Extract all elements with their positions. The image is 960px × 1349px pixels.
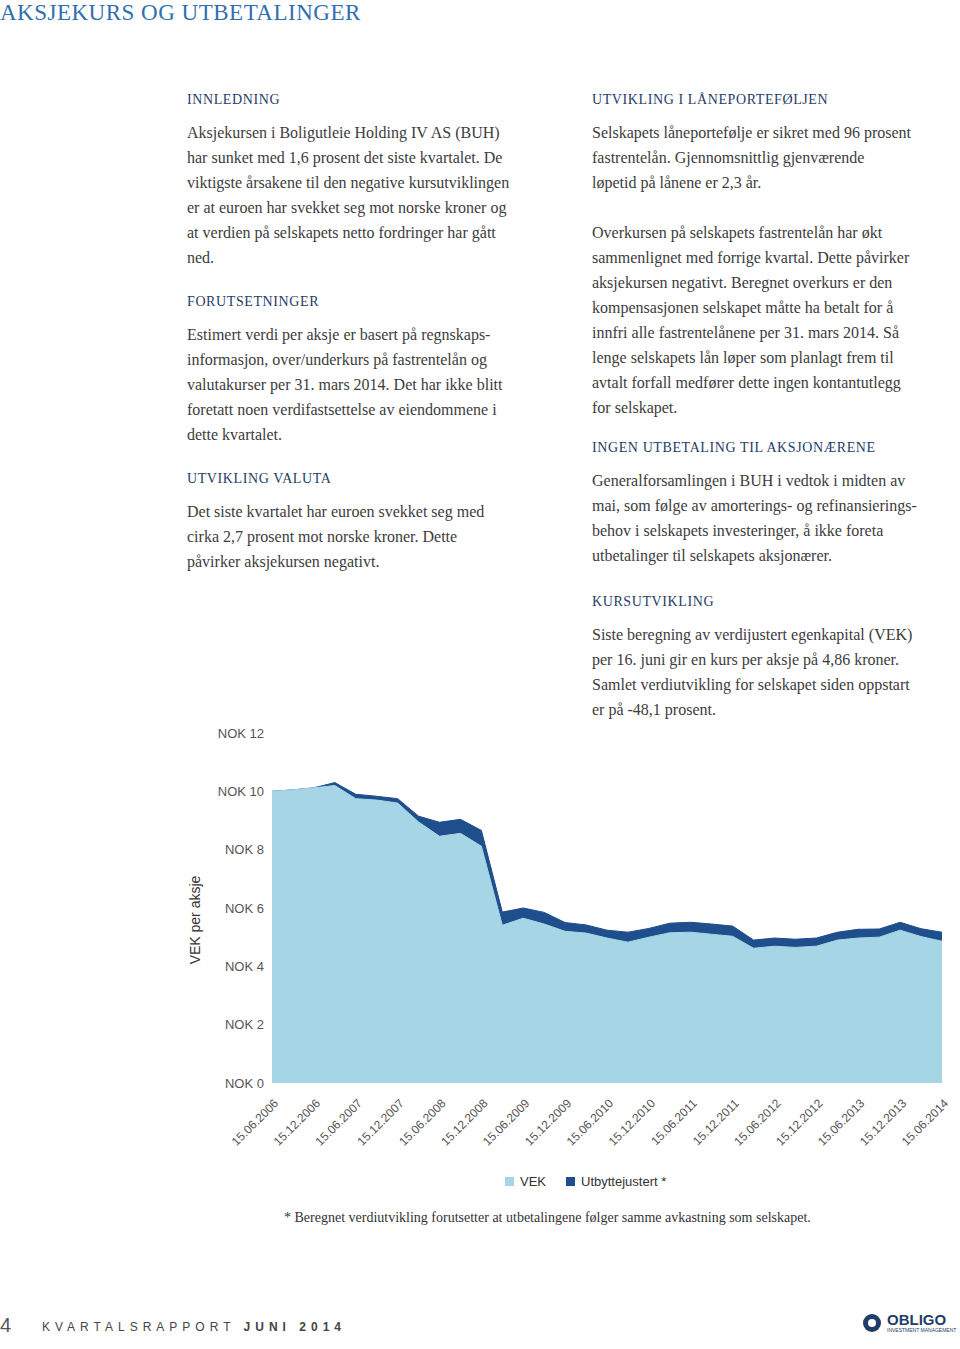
html-text:at verdien på selskapets netto: at verdien på selskapets netto fordringe…: [187, 224, 496, 241]
svg-text:15.06.2011: 15.06.2011: [648, 1096, 700, 1148]
svg-text:15.06.2010: 15.06.2010: [563, 1096, 617, 1149]
html-text:Selskapets låneportefølje er s: Selskapets låneportefølje er sikret med …: [592, 124, 911, 141]
html-text:VEK: VEK: [520, 1174, 546, 1189]
html-text:sammenlignet med forrige kvart: sammenlignet med forrige kvartal. Dette …: [592, 249, 910, 266]
html-text:er at euroen har svekket seg m: er at euroen har svekket seg mot norske …: [187, 199, 507, 216]
html-text:per 16. juni gir en kurs per a: per 16. juni gir en kurs per aksje på 4,…: [592, 651, 899, 668]
html-text:Det siste kvartalet har euroen: Det siste kvartalet har euroen svekket s…: [187, 503, 485, 520]
html-text:UTVIKLING I LÅNEPORTEFØLJEN: UTVIKLING I LÅNEPORTEFØLJEN: [592, 92, 829, 107]
svg-text:NOK 10: NOK 10: [218, 784, 264, 799]
svg-text:15.12.2007: 15.12.2007: [354, 1096, 407, 1149]
html-text:Samlet verdiutvikling for sels: Samlet verdiutvikling for selskapet side…: [592, 676, 910, 693]
html-text:løpetid på lånene er 2,3 år.: løpetid på lånene er 2,3 år.: [592, 174, 762, 191]
svg-text:15.06.2013: 15.06.2013: [815, 1096, 868, 1149]
html-text:innfri alle fastrentelånene pe: innfri alle fastrentelånene per 31. mars…: [592, 324, 899, 341]
svg-text:NOK 8: NOK 8: [225, 842, 264, 857]
html-text:kompensasjonen selskapet måtte: kompensasjonen selskapet måtte ha betalt…: [592, 299, 894, 316]
html-text:har sunket med 1,6 prosent det: har sunket med 1,6 prosent det siste kva…: [187, 149, 503, 166]
svg-text:15.06.2009: 15.06.2009: [480, 1096, 533, 1149]
svg-text:15.12.2008: 15.12.2008: [438, 1096, 491, 1149]
html-text:aksjekursen negativt. Beregnet: aksjekursen negativt. Beregnet overkurs …: [592, 274, 893, 291]
svg-text:15.12.2012: 15.12.2012: [773, 1096, 826, 1149]
html-text:behov i selskapets investering: behov i selskapets investeringer, å ikke…: [592, 522, 884, 539]
html-text:* Beregnet verdiutvikling foru: * Beregnet verdiutvikling forutsetter at…: [284, 1210, 811, 1225]
svg-text:NOK 4: NOK 4: [225, 959, 264, 974]
html-text:lenge selskapets lån løper som: lenge selskapets lån løper som planlagt …: [592, 349, 894, 366]
svg-text:15.12.2006: 15.12.2006: [270, 1096, 324, 1149]
html-text:KVARTALSRAPPORT: KVARTALSRAPPORT: [42, 1320, 236, 1334]
svg-text:15.06.2008: 15.06.2008: [396, 1096, 449, 1149]
html-text:JUNI 2014: JUNI 2014: [243, 1320, 346, 1334]
svg-text:15.06.2007: 15.06.2007: [312, 1096, 365, 1149]
svg-text:15.12.2010: 15.12.2010: [605, 1096, 659, 1149]
html-text:avtalt forfall medfører dette: avtalt forfall medfører dette ingen kont…: [592, 374, 901, 391]
svg-text:NOK 2: NOK 2: [225, 1017, 264, 1032]
svg-text:NOK 0: NOK 0: [225, 1076, 264, 1091]
svg-text:15.06.2012: 15.06.2012: [731, 1096, 784, 1149]
html-text:OBLIGO: OBLIGO: [887, 1311, 947, 1328]
svg-text:15.12.2013: 15.12.2013: [856, 1096, 910, 1149]
html-text:informasjon, over/underkurs på: informasjon, over/underkurs på fastrente…: [187, 351, 487, 368]
svg-text:15.06.2006: 15.06.2006: [228, 1096, 282, 1149]
svg-text:NOK 6: NOK 6: [225, 901, 264, 916]
html-text:Generalforsamlingen i BUH i ve: Generalforsamlingen i BUH i vedtok i mid…: [592, 472, 906, 489]
html-text:UTVIKLING VALUTA: UTVIKLING VALUTA: [187, 471, 332, 486]
html-text:AKSJEKURS OG UTBETALINGER: AKSJEKURS OG UTBETALINGER: [0, 0, 361, 25]
svg-text:15.12.2011: 15.12.2011: [690, 1096, 742, 1148]
html-text:foretatt noen verdifastsettels: foretatt noen verdifastsettelse av eiend…: [187, 401, 497, 418]
html-text:valutakurser per 31. mars 2014: valutakurser per 31. mars 2014. Det har …: [187, 376, 503, 393]
svg-text:NOK 12: NOK 12: [218, 726, 264, 741]
html-text:Utbyttejustert *: Utbyttejustert *: [581, 1174, 667, 1189]
svg-text:15.06.2014: 15.06.2014: [899, 1096, 952, 1149]
html-text:cirka 2,7 prosent mot norske k: cirka 2,7 prosent mot norske kroner. Det…: [187, 528, 458, 545]
html-text:ned.: ned.: [187, 249, 215, 266]
html-text:VEK per aksje: VEK per aksje: [187, 875, 203, 965]
html-text:Overkursen på selskapets fastr: Overkursen på selskapets fastrentelån ha…: [592, 224, 883, 241]
html-text:mai, som følge av amorterings-: mai, som følge av amorterings- og refina…: [592, 497, 917, 514]
html-text:utbetalinger til selskapets ak: utbetalinger til selskapets aksjonærer.: [592, 547, 832, 564]
html-text:viktigste årsakene til den neg: viktigste årsakene til den negative kurs…: [187, 174, 510, 191]
html-text:Siste beregning av verdijuster: Siste beregning av verdijustert egenkapi…: [592, 626, 913, 643]
html-text:er på -48,1 prosent.: er på -48,1 prosent.: [592, 701, 716, 718]
html-text:påvirker aksjekursen negativt.: påvirker aksjekursen negativt.: [187, 553, 380, 570]
html-text:FORUTSETNINGER: FORUTSETNINGER: [187, 294, 320, 309]
html-text:INNLEDNING: INNLEDNING: [187, 92, 281, 107]
html-text:fastrentelån. Gjennomsnittlig: fastrentelån. Gjennomsnittlig gjenværend…: [592, 149, 865, 166]
html-text:KURSUTVIKLING: KURSUTVIKLING: [592, 594, 715, 609]
svg-text:15.12.2009: 15.12.2009: [521, 1096, 575, 1149]
html-text:dette kvartalet.: dette kvartalet.: [187, 426, 283, 443]
html-text:for selskapet.: for selskapet.: [592, 399, 678, 416]
html-text:INGEN UTBETALING TIL AKSJONÆRE: INGEN UTBETALING TIL AKSJONÆRENE: [592, 440, 876, 455]
html-text:Estimert verdi per aksje er ba: Estimert verdi per aksje er basert på re…: [187, 326, 491, 343]
html-text:4: 4: [0, 1314, 12, 1336]
html-text:Aksjekursen i Boligutleie Hold: Aksjekursen i Boligutleie Holding IV AS …: [187, 124, 500, 141]
html-text:INVESTMENT MANAGEMENT: INVESTMENT MANAGEMENT: [887, 1327, 957, 1333]
